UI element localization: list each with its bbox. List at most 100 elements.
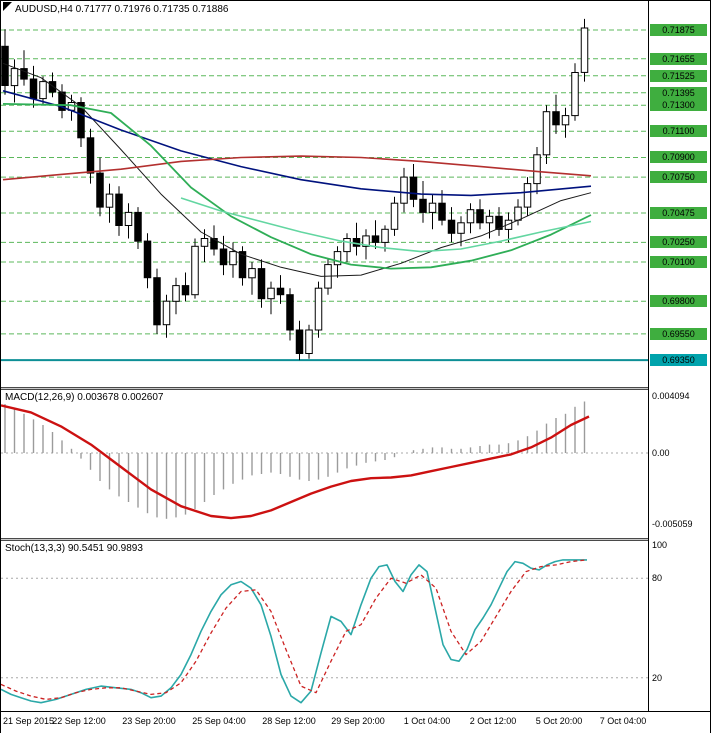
candle-bearish — [371, 235, 380, 243]
time-axis[interactable]: 21 Sep 2015 22 Sep 12:00 23 Sep 20:00 25 Se… — [1, 711, 710, 733]
candle-bearish — [219, 248, 228, 266]
candle-bullish — [542, 111, 551, 156]
candle-bearish — [476, 209, 484, 224]
candle-bearish — [352, 238, 361, 247]
candle-bearish — [48, 81, 57, 93]
x-axis-label: 1 Oct 04:00 — [403, 716, 451, 726]
candle-bullish — [10, 68, 19, 87]
candle-bullish — [248, 268, 256, 279]
price-level-badge: 0.70100 — [650, 256, 707, 268]
x-axis-label: 29 Sep 20:00 — [331, 716, 385, 726]
candle-bearish — [86, 137, 95, 174]
price-level-badge: 0.69800 — [650, 295, 707, 307]
ma-mint-line — [180, 197, 592, 253]
price-level-badge: 0.71525 — [650, 70, 707, 82]
panel-separator[interactable] — [1, 538, 710, 541]
candle-bearish — [153, 277, 161, 326]
candle-bullish — [580, 27, 589, 73]
corner-marker-icon — [3, 2, 12, 11]
price-level-badge: 0.70475 — [650, 207, 707, 219]
candle-bullish — [400, 176, 408, 204]
macd-indicator-label: MACD(12,26,9) 0.003678 0.002607 — [5, 392, 164, 403]
candle-bearish — [419, 198, 427, 213]
macd-panel[interactable] — [1, 390, 710, 538]
price-axis-divider — [648, 1, 649, 711]
candle-bullish — [457, 222, 465, 234]
main-chart-canvas[interactable] — [1, 1, 648, 387]
candle-bullish — [39, 81, 47, 100]
candle-bullish — [561, 115, 570, 126]
stochastic-indicator-label: Stoch(13,3,3) 90.5451 90.9893 — [5, 543, 143, 554]
price-level-badge: 0.71300 — [650, 99, 707, 111]
panel-separator[interactable] — [1, 387, 710, 390]
candle-bullish — [229, 251, 237, 266]
main-chart-panel[interactable]: AUDUSD,H4 0.71777 0.71976 0.71735 0.7188… — [1, 1, 710, 387]
candle-bullish — [343, 238, 351, 253]
candle-bullish — [485, 215, 494, 224]
x-axis-label: 22 Sep 12:00 — [52, 716, 106, 726]
candle-bearish — [181, 285, 190, 296]
candle-bullish — [362, 235, 370, 247]
candle-bullish — [105, 193, 114, 208]
candle-bearish — [29, 78, 38, 100]
price-level-badge: 0.71655 — [650, 53, 707, 65]
candle-bullish — [267, 287, 275, 300]
price-axis[interactable]: 0.71875 0.71655 0.71525 0.71395 0.71300 0.711… — [649, 1, 710, 733]
candle-bearish — [1, 45, 9, 86]
candle-bearish — [143, 240, 152, 279]
candle-bearish — [495, 215, 503, 230]
candle-bullish — [124, 211, 133, 226]
candle-bearish — [134, 211, 142, 242]
candle-bearish — [96, 172, 104, 208]
x-axis-label: 5 Oct 20:00 — [535, 716, 583, 726]
candle-bearish — [295, 329, 304, 354]
candle-bearish — [210, 238, 218, 250]
stochastic-panel[interactable] — [1, 541, 710, 711]
stoch-axis-label: 80 — [652, 573, 663, 583]
stochastic-canvas[interactable] — [1, 541, 648, 711]
price-level-badge: 0.70900 — [650, 151, 707, 163]
candle-bullish — [504, 219, 513, 230]
candle-bullish — [514, 206, 522, 221]
stoch-axis-label: 100 — [652, 540, 668, 550]
candle-bullish — [333, 251, 342, 266]
candle-bearish — [115, 193, 123, 227]
candle-bearish — [77, 102, 85, 139]
candle-bearish — [438, 202, 446, 221]
candle-bullish — [571, 72, 579, 117]
macd-axis-label: 0.004094 — [652, 391, 690, 401]
ma-slow-blue-line — [2, 90, 592, 197]
candle-bullish — [428, 202, 437, 213]
macd-canvas[interactable] — [1, 390, 648, 538]
candle-bearish — [447, 219, 456, 234]
candle-bearish — [257, 268, 266, 300]
candle-bearish — [20, 68, 28, 80]
price-level-badge: 0.71395 — [650, 87, 707, 99]
candle-bullish — [305, 329, 313, 354]
candle-bearish — [238, 251, 247, 279]
candle-bearish — [409, 176, 418, 200]
price-level-badge: 0.71100 — [650, 125, 707, 137]
ma-long-red-line — [2, 155, 592, 181]
x-axis-label: 23 Sep 20:00 — [122, 716, 176, 726]
price-level-badge: 0.69550 — [650, 328, 707, 340]
candle-bullish — [314, 287, 323, 331]
x-axis-label: 28 Sep 12:00 — [262, 716, 316, 726]
candle-bullish — [523, 183, 532, 208]
candle-bullish — [466, 209, 475, 224]
stoch-k-line — [1, 559, 587, 704]
macd-signal-line — [1, 404, 590, 520]
ma-fast-black-line — [2, 62, 592, 277]
candle-bullish — [390, 202, 399, 230]
macd-axis-label: 0.00 — [652, 448, 670, 458]
chart-title: AUDUSD,H4 0.71777 0.71976 0.71735 0.7188… — [15, 4, 229, 15]
stoch-d-line — [1, 559, 587, 701]
candle-bearish — [276, 287, 285, 296]
candle-bullish — [533, 154, 541, 185]
candle-bullish — [172, 285, 180, 302]
price-level-badge: 0.71875 — [650, 24, 707, 36]
candle-bearish — [552, 111, 560, 126]
x-axis-label: 2 Oct 12:00 — [469, 716, 517, 726]
stoch-axis-label: 20 — [652, 673, 663, 683]
